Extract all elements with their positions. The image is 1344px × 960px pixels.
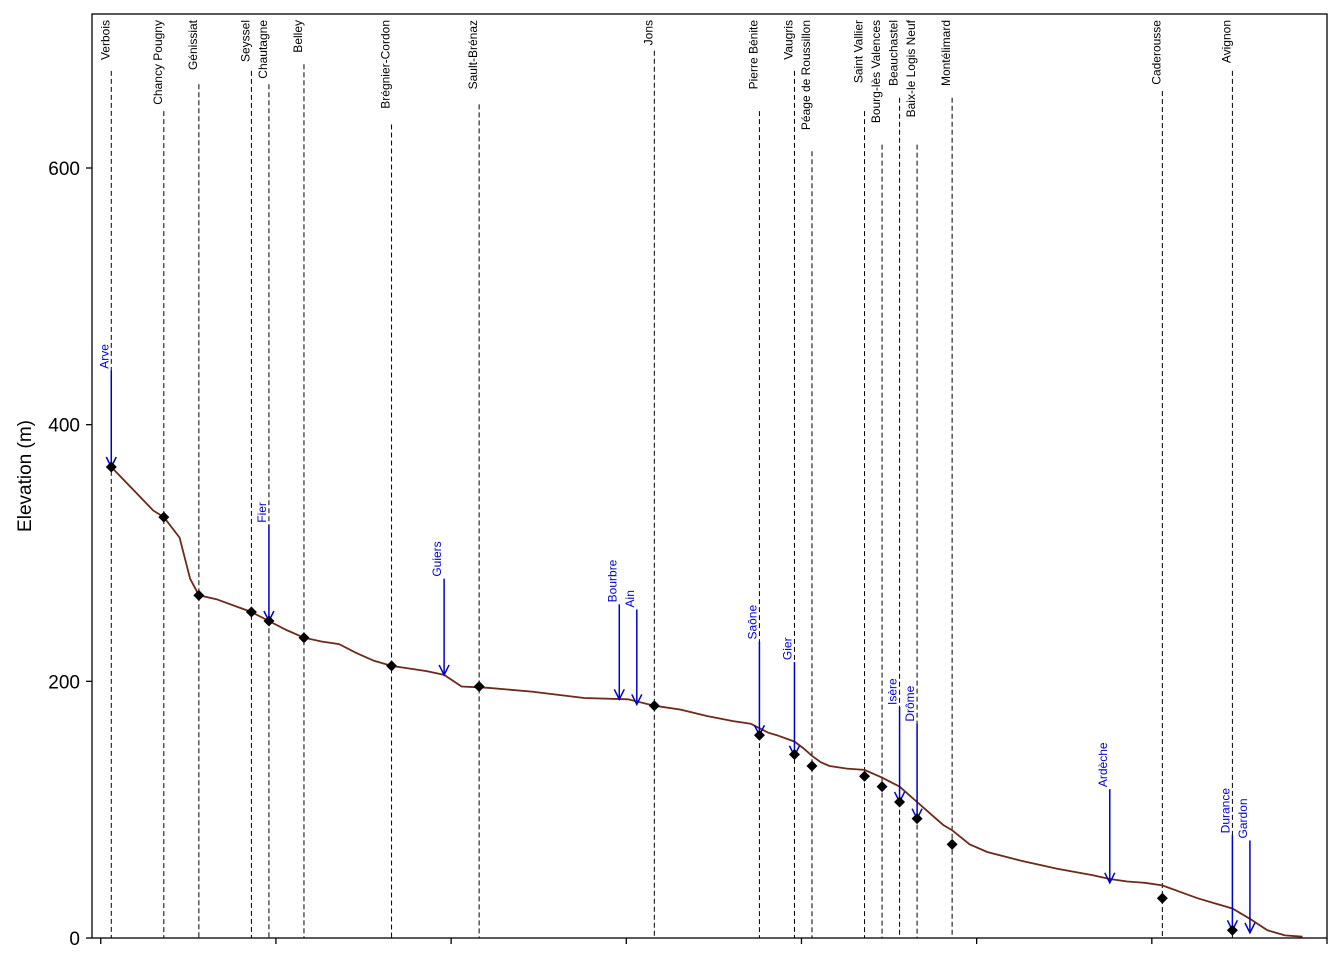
tributary-label-drome: Drôme bbox=[903, 685, 917, 721]
dam-label-verbois: Verbois bbox=[98, 20, 112, 60]
dam-label-baix-le-logis-neuf: Baix-le Logis Neuf bbox=[904, 19, 918, 117]
tributary-label-ain: Ain bbox=[623, 590, 637, 607]
tributary-arrowhead-bourbre bbox=[613, 688, 625, 701]
dam-marker-montelimard bbox=[946, 838, 958, 850]
dam-marker-peage-de-roussillon bbox=[806, 760, 818, 772]
dam-marker-belley bbox=[298, 632, 310, 644]
y-axis: 0 200 400 600 bbox=[48, 159, 92, 950]
dam-marker-seyssel bbox=[245, 606, 257, 618]
dam-marker-chancy-pougny bbox=[158, 511, 170, 523]
tributary-gier: Gier bbox=[780, 637, 801, 758]
dam-marker-verbois bbox=[105, 461, 117, 473]
plot-frame bbox=[91, 13, 1328, 939]
plot-border bbox=[91, 13, 1328, 939]
dam-label-vaugris: Vaugris bbox=[781, 20, 795, 60]
tributaries-layer: Arve Fier Guiers Bourbre Ain Saône Gier Isère Dr… bbox=[97, 344, 1256, 935]
tributary-gardon: Gardon bbox=[1236, 798, 1256, 935]
dam-marker-bregnier-cordon bbox=[386, 660, 398, 672]
tributary-ain: Ain bbox=[623, 590, 643, 707]
dam-labels: Verbois Chancy Pougny Génissiat Seyssel Chau… bbox=[98, 19, 1233, 130]
tributary-label-arve: Arve bbox=[97, 344, 111, 369]
dam-marker-vaugris bbox=[788, 748, 800, 760]
dam-label-bregnier-cordon: Brégnier-Cordon bbox=[379, 20, 393, 109]
dam-label-belley: Belley bbox=[291, 20, 305, 53]
dam-label-caderousse: Caderousse bbox=[1149, 20, 1163, 85]
tributary-arrowhead-ain bbox=[631, 694, 643, 707]
y-tick-label-600: 600 bbox=[48, 159, 80, 180]
tributary-label-ardeche: Ardèche bbox=[1096, 742, 1110, 787]
dam-marker-chautagne bbox=[263, 615, 275, 627]
y-tick-label-200: 200 bbox=[48, 672, 80, 693]
dam-label-peage-de-roussillon: Péage de Roussillon bbox=[799, 20, 813, 130]
dam-marker-jons bbox=[648, 700, 660, 712]
dam-marker-saint-vallier bbox=[859, 770, 871, 782]
x-axis bbox=[100, 938, 1328, 944]
dam-label-sault-brenaz: Sault-Brénaz bbox=[466, 20, 480, 89]
tributary-arrowhead-ardeche bbox=[1104, 872, 1116, 885]
tributary-arrowhead-gardon bbox=[1244, 922, 1256, 935]
tributary-label-guiers: Guiers bbox=[430, 541, 444, 576]
dam-label-jons: Jons bbox=[641, 20, 655, 45]
tributary-guiers: Guiers bbox=[430, 541, 450, 677]
tributary-label-gardon: Gardon bbox=[1236, 798, 1250, 838]
dam-marker-pierre-benite bbox=[753, 729, 765, 741]
dam-label-chancy-pougny: Chancy Pougny bbox=[151, 20, 165, 105]
y-tick-label-0: 0 bbox=[69, 929, 80, 950]
y-axis-label: Elevation (m) bbox=[15, 420, 36, 532]
tributary-ardeche: Ardèche bbox=[1096, 742, 1116, 885]
dam-lines bbox=[110, 50, 1233, 938]
tributary-bourbre: Bourbre bbox=[605, 559, 625, 701]
dam-label-avignon: Avignon bbox=[1219, 20, 1233, 63]
tributary-isere: Isère bbox=[886, 678, 906, 804]
dam-label-bourg-les-valences: Bourg-lès Valences bbox=[869, 20, 883, 123]
tributary-label-durance: Durance bbox=[1218, 788, 1232, 834]
dam-marker-genissiat bbox=[193, 589, 205, 601]
tributary-saone: Saône bbox=[745, 605, 766, 737]
dam-marker-avignon bbox=[1226, 924, 1238, 936]
dam-marker-baix-le-logis-neuf bbox=[911, 813, 923, 825]
y-tick-label-400: 400 bbox=[48, 416, 80, 437]
dam-label-beauchastel: Beauchastel bbox=[887, 20, 901, 86]
dam-label-montelimard: Montélimard bbox=[939, 20, 953, 86]
tributary-label-bourbre: Bourbre bbox=[605, 559, 619, 602]
dam-marker-sault-brenaz bbox=[473, 680, 485, 692]
tributary-arve: Arve bbox=[97, 344, 117, 469]
tributary-label-fier: Fier bbox=[255, 502, 269, 523]
dam-label-chautagne: Chautagne bbox=[256, 20, 270, 79]
tributary-fier: Fier bbox=[255, 502, 275, 623]
tributary-arrowhead-guiers bbox=[438, 664, 450, 677]
elevation-profile-line bbox=[110, 466, 1303, 938]
dam-label-seyssel: Seyssel bbox=[238, 20, 252, 62]
dam-label-genissiat: Génissiat bbox=[186, 19, 200, 70]
dam-label-pierre-benite: Pierre Bénite bbox=[746, 20, 760, 90]
dam-marker-bourg-les-valences bbox=[876, 781, 888, 793]
dam-marker-beauchastel bbox=[894, 796, 906, 808]
dam-label-saint-vallier: Saint Vallier bbox=[852, 20, 866, 83]
markers-layer bbox=[105, 461, 1238, 936]
tributary-drome: Drôme bbox=[903, 685, 923, 821]
tributary-label-saone: Saône bbox=[745, 605, 759, 640]
profile-layer bbox=[110, 466, 1303, 938]
tributary-label-gier: Gier bbox=[780, 637, 794, 660]
tributary-label-isere: Isère bbox=[886, 678, 900, 705]
dam-marker-caderousse bbox=[1156, 892, 1168, 904]
